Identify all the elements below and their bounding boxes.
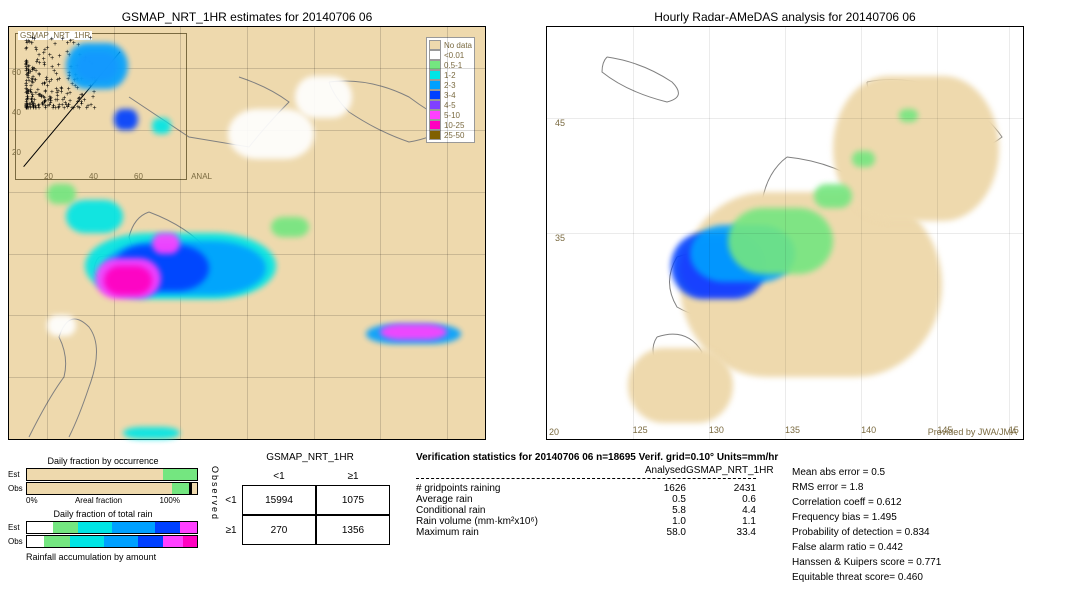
verif-row: Maximum rain58.033.4: [416, 527, 756, 538]
verif-row: # gridpoints raining16262431: [416, 483, 756, 494]
legend-item: 5-10: [429, 110, 472, 120]
legend-item: No data: [429, 40, 472, 50]
cum-title: Rainfall accumulation by amount: [26, 552, 198, 562]
rain-region: [66, 43, 128, 88]
right-map-title: Hourly Radar-AMeDAS analysis for 2014070…: [546, 10, 1024, 24]
right-map-frame: Provided by JWA/JMA 12513013514014515453…: [546, 26, 1024, 440]
rain-region: [104, 266, 152, 295]
legend-item: 1-2: [429, 70, 472, 80]
legend-item: 3-4: [429, 90, 472, 100]
verif-col-head: Analysed GSMAP_NRT_1HR: [416, 465, 756, 476]
rain-region: [114, 109, 138, 130]
score-row: Hanssen & Kuipers score = 0.771: [792, 555, 941, 570]
rain-region: [123, 427, 180, 439]
occ-axis: 0% Areal fraction 100%: [8, 496, 198, 505]
fraction-bar-row: Est: [8, 468, 198, 481]
legend-item: 4-5: [429, 100, 472, 110]
rain-title: Daily fraction of total rain: [8, 509, 198, 519]
rain-region: [152, 118, 171, 134]
contingency-table: GSMAP_NRT_1HR <1≥1<1159941075≥12701356: [220, 452, 400, 545]
verif-row: Average rain0.50.6: [416, 494, 756, 505]
rain-region: [47, 184, 76, 205]
score-row: Equitable threat score= 0.460: [792, 570, 941, 585]
score-row: Correlation coeff = 0.612: [792, 495, 941, 510]
verif-row: Rain volume (mm·km²x10⁶)1.01.1: [416, 516, 756, 527]
score-row: Probability of detection = 0.834: [792, 525, 941, 540]
left-map-panel: GSMAP_NRT_1HR estimates for 20140706 06 …: [8, 26, 486, 440]
fraction-bar-row: Obs: [8, 535, 198, 548]
rain-region: [852, 151, 876, 167]
fraction-bar-row: Obs: [8, 482, 198, 495]
occ-title: Daily fraction by occurrence: [8, 456, 198, 466]
score-block: Mean abs error = 0.5RMS error = 1.8Corre…: [792, 465, 941, 585]
legend-item: <0.01: [429, 50, 472, 60]
score-row: False alarm ratio = 0.442: [792, 540, 941, 555]
fraction-bar-row: Est: [8, 521, 198, 534]
legend-item: 10-25: [429, 120, 472, 130]
score-row: RMS error = 1.8: [792, 480, 941, 495]
legend-item: 2-3: [429, 80, 472, 90]
inset-scatter-points: ++++++++++++++++++++++++++++++++++++++++…: [24, 97, 94, 167]
ct-observed-label: Observed: [210, 466, 220, 545]
verification-stats: Verification statistics for 20140706 06 …: [416, 452, 1072, 585]
rain-region: [814, 184, 852, 209]
rain-region: [228, 109, 314, 158]
score-row: Frequency bias = 1.495: [792, 510, 941, 525]
rain-region: [152, 233, 181, 254]
rain-region: [271, 217, 309, 238]
rain-region: [380, 324, 447, 340]
fraction-bars: Daily fraction by occurrence EstObs 0% A…: [8, 452, 198, 564]
verif-header: Verification statistics for 20140706 06 …: [416, 452, 1072, 463]
score-row: Mean abs error = 0.5: [792, 465, 941, 480]
color-legend: No data<0.010.5-11-22-33-44-55-1010-2525…: [426, 37, 475, 143]
left-map-title: GSMAP_NRT_1HR estimates for 20140706 06: [8, 10, 486, 24]
legend-item: 25-50: [429, 130, 472, 140]
rain-region: [899, 109, 918, 121]
verif-row: Conditional rain5.84.4: [416, 505, 756, 516]
rain-region: [728, 208, 833, 274]
left-map-frame: No data<0.010.5-11-22-33-44-55-1010-2525…: [8, 26, 486, 440]
rain-region: [295, 76, 352, 117]
inset-anal-label: ANAL: [191, 172, 212, 181]
rain-region: [47, 315, 76, 336]
rain-region: [66, 200, 123, 233]
ct-title: GSMAP_NRT_1HR: [220, 452, 400, 463]
right-map-panel: Hourly Radar-AMeDAS analysis for 2014070…: [546, 26, 1024, 440]
